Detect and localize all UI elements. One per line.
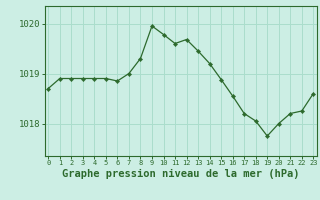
X-axis label: Graphe pression niveau de la mer (hPa): Graphe pression niveau de la mer (hPa) [62,169,300,179]
